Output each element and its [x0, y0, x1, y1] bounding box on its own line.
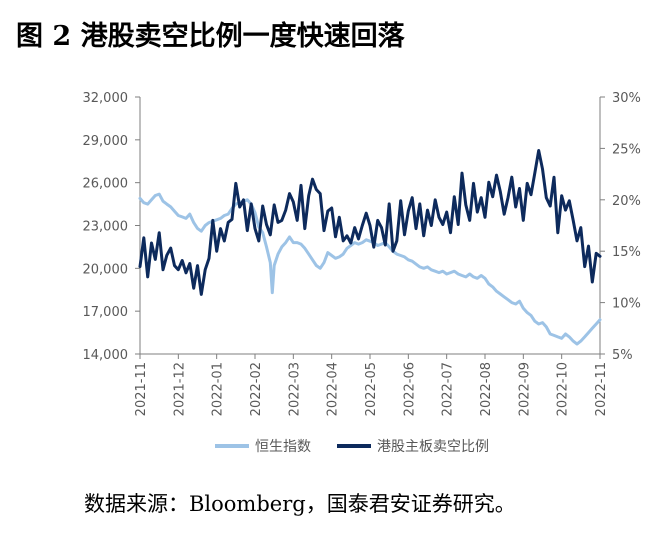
legend-item-short-ratio: 港股主板卖空比例: [337, 439, 489, 455]
x-tick-label: 2022-03: [287, 362, 302, 416]
y-right-tick-label: 20%: [612, 194, 641, 209]
x-tick-label: 2022-07: [441, 362, 456, 416]
y-left-tick-label: 29,000: [83, 134, 129, 149]
x-tick-label: 2022-11: [594, 362, 609, 416]
y-left-tick-label: 14,000: [83, 348, 129, 363]
series-line-short-ratio: [138, 149, 602, 296]
y-left-tick-label: 17,000: [83, 305, 129, 320]
y-right-tick-label: 10%: [612, 297, 641, 312]
x-tick-label: 2022-04: [326, 362, 341, 416]
y-left-tick-label: 32,000: [83, 91, 129, 106]
legend-item-hsi: 恒生指数: [215, 439, 311, 455]
x-tick-label: 2022-01: [211, 362, 226, 416]
legend-label: 港股主板卖空比例: [377, 439, 489, 455]
legend-label: 恒生指数: [255, 439, 311, 455]
series-layer: [138, 149, 602, 346]
y-left-tick-label: 20,000: [83, 262, 129, 277]
x-tick-label: 2021-11: [134, 362, 149, 416]
y-left-tick-label: 26,000: [83, 177, 129, 192]
x-tick-label: 2022-05: [364, 362, 379, 416]
y-right-tick-label: 25%: [612, 142, 641, 157]
legend: 恒生指数 港股主板卖空比例: [215, 439, 489, 455]
x-tick-label: 2022-09: [517, 362, 532, 416]
y-right-tick-label: 5%: [612, 348, 633, 363]
x-tick-label: 2022-06: [402, 362, 417, 416]
axes-layer: 14,000 17,000 20,000 23,000 26,000 29,000 32,0…: [83, 91, 641, 416]
x-tick-label: 2022-08: [479, 362, 494, 416]
series-line-hsi: [138, 192, 602, 346]
y-left-tick-label: 23,000: [83, 220, 129, 235]
x-tick-label: 2021-12: [172, 362, 187, 416]
x-tick-label: 2022-02: [249, 362, 264, 416]
y-right-tick-label: 30%: [612, 91, 641, 106]
x-tick-label: 2022-10: [556, 362, 571, 416]
figure-title: 图 2 港股卖空比例一度快速回落: [16, 21, 405, 52]
source-note: 数据来源：Bloomberg，国泰君安证券研究。: [84, 492, 516, 516]
y-right-tick-label: 15%: [612, 245, 641, 260]
